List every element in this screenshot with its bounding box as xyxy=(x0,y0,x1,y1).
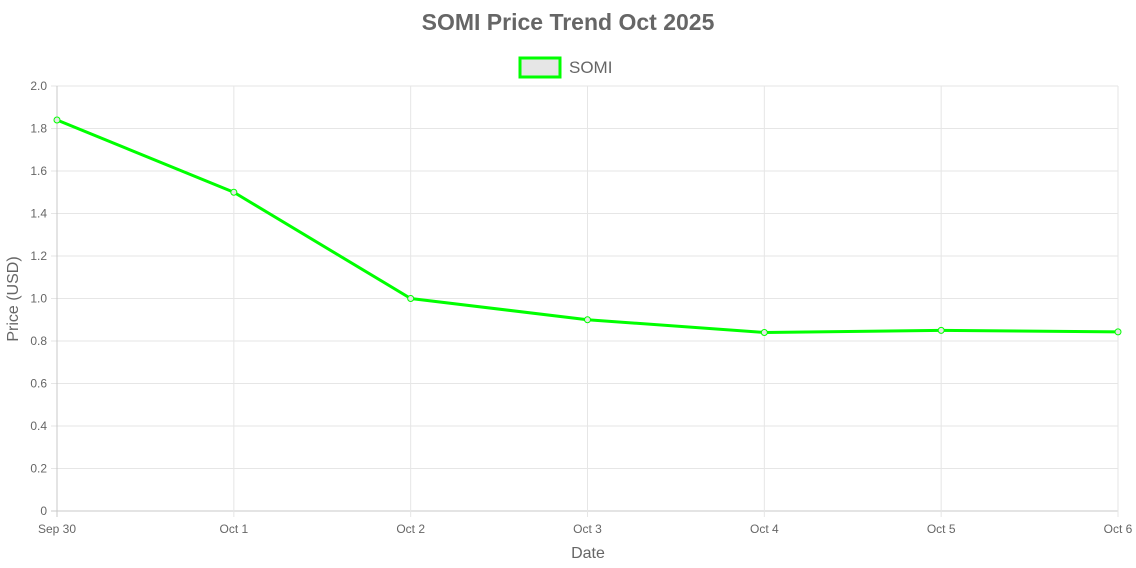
y-tick-label: 1.2 xyxy=(30,249,47,263)
data-point xyxy=(230,188,238,196)
x-tick-label: Sep 30 xyxy=(38,522,76,536)
data-point xyxy=(937,326,945,334)
x-tick-label: Oct 2 xyxy=(396,522,425,536)
data-point xyxy=(760,329,768,336)
axes: 0 0.2 0.4 0.6 0.8 1.0 1.2 1.4 1.6 1.8 2.0 Sep 30 Oct… xyxy=(30,79,1132,536)
legend-label-somi: SOMI xyxy=(569,58,612,77)
y-tick-label: 0.6 xyxy=(30,377,47,391)
y-tick-label: 1.6 xyxy=(30,164,47,178)
x-tick-label: Oct 5 xyxy=(927,522,956,536)
legend[interactable]: SOMI xyxy=(518,56,612,79)
grid-lines xyxy=(51,85,1119,517)
y-tick-label: 1.0 xyxy=(30,292,47,306)
data-point xyxy=(1114,328,1122,336)
y-tick-label: 0.8 xyxy=(30,334,47,348)
data-point xyxy=(407,295,415,302)
x-tick-label: Oct 6 xyxy=(1104,522,1133,536)
data-point xyxy=(584,316,591,324)
data-point xyxy=(53,116,61,124)
x-tick-label: Oct 3 xyxy=(573,522,602,536)
series-layer xyxy=(53,116,1122,336)
y-tick-label: 0.2 xyxy=(30,462,47,476)
chart-title: SOMI Price Trend Oct 2025 xyxy=(421,9,715,35)
x-tick-label: Oct 1 xyxy=(219,522,248,536)
y-tick-label: 0 xyxy=(40,504,47,518)
x-tick-label: Oct 4 xyxy=(750,522,779,536)
y-tick-label: 0.4 xyxy=(30,419,47,433)
y-tick-label: 2.0 xyxy=(30,79,47,93)
legend-swatch-somi xyxy=(518,56,562,79)
y-tick-label: 1.8 xyxy=(30,122,47,136)
y-tick-label: 1.4 xyxy=(30,207,47,221)
y-axis-title: Price (USD) xyxy=(5,256,22,341)
x-axis-title: Date xyxy=(571,545,605,562)
